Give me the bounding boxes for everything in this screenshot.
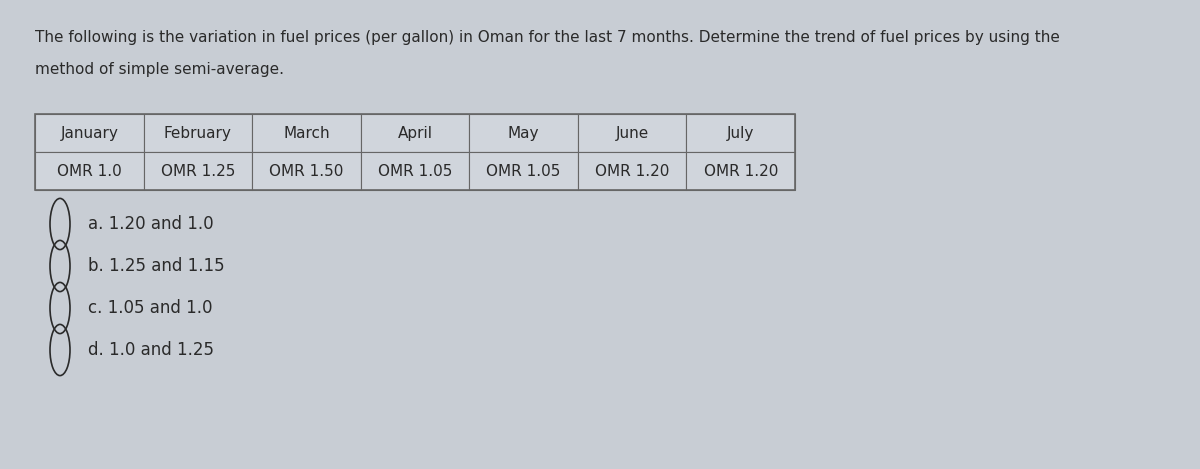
Text: d. 1.0 and 1.25: d. 1.0 and 1.25 [88, 341, 214, 359]
Text: February: February [164, 126, 232, 141]
Text: method of simple semi-average.: method of simple semi-average. [35, 62, 284, 77]
Text: OMR 1.05: OMR 1.05 [378, 164, 452, 179]
Text: April: April [397, 126, 432, 141]
Text: The following is the variation in fuel prices (per gallon) in Oman for the last : The following is the variation in fuel p… [35, 30, 1060, 45]
Text: July: July [727, 126, 755, 141]
Text: January: January [60, 126, 119, 141]
Text: OMR 1.20: OMR 1.20 [703, 164, 778, 179]
Text: b. 1.25 and 1.15: b. 1.25 and 1.15 [88, 257, 224, 275]
Text: OMR 1.05: OMR 1.05 [486, 164, 560, 179]
Text: May: May [508, 126, 539, 141]
Text: c. 1.05 and 1.0: c. 1.05 and 1.0 [88, 299, 212, 317]
Text: March: March [283, 126, 330, 141]
Text: a. 1.20 and 1.0: a. 1.20 and 1.0 [88, 215, 214, 233]
Text: June: June [616, 126, 649, 141]
Text: OMR 1.25: OMR 1.25 [161, 164, 235, 179]
Text: OMR 1.0: OMR 1.0 [56, 164, 121, 179]
Text: OMR 1.50: OMR 1.50 [269, 164, 343, 179]
Text: OMR 1.20: OMR 1.20 [595, 164, 670, 179]
